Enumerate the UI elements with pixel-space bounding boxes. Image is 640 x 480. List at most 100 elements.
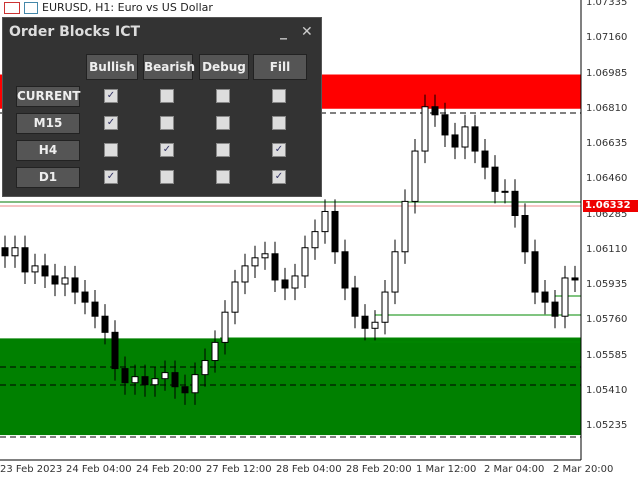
candle-body [431,106,439,116]
candle-body [501,190,509,193]
column-button-bullish[interactable]: Bullish [86,54,138,80]
candle-body [121,368,129,384]
candle-body [141,376,149,386]
close-button[interactable]: ✕ [301,24,313,40]
panel-title: Order Blocks ICT [9,24,141,40]
timeframe-button-h4[interactable]: H4 [16,140,80,161]
candle-body [371,321,379,329]
candle-body [191,374,199,394]
checkbox-d1-fill[interactable]: ✓ [272,170,286,184]
candle-body [421,106,429,152]
candle-body [161,372,169,380]
timeframe-button-current[interactable]: CURRENT [16,86,80,107]
panel-title-bar[interactable]: Order Blocks ICT _ ✕ [3,18,321,44]
candle-body [451,134,459,148]
candle-body [231,281,239,313]
y-tick-label: 1.07160 [586,32,628,44]
candle-body [241,265,249,283]
checkbox-d1-bullish[interactable]: ✓ [104,170,118,184]
symbol-label: EURUSD, H1: Euro vs US Dollar [42,1,213,14]
x-tick-label: 1 Mar 12:00 [416,464,477,475]
candle-body [531,251,539,293]
candle-body [411,150,419,202]
y-tick-label: 1.06285 [586,208,628,220]
timeframe-button-d1[interactable]: D1 [16,167,80,188]
checkbox-h4-bearish[interactable]: ✓ [160,143,174,157]
checkbox-current-debug[interactable] [216,89,230,103]
candle-body [221,311,229,343]
chart-list-icon[interactable] [4,1,20,14]
x-tick-label: 2 Mar 04:00 [484,464,545,475]
candle-body [261,253,269,259]
candle-body [151,378,159,386]
x-tick-label: 27 Feb 12:00 [206,464,272,475]
x-tick-label: 23 Feb 2023 [0,464,63,475]
x-tick-label: 24 Feb 04:00 [66,464,132,475]
candle-body [361,315,369,329]
column-button-fill[interactable]: Fill [253,54,307,80]
candle-body [561,277,569,317]
column-button-bearish[interactable]: Bearish [143,54,195,80]
candle-body [391,251,399,293]
x-tick-label: 24 Feb 20:00 [136,464,202,475]
x-tick-label: 28 Feb 20:00 [346,464,412,475]
candle-body [381,291,389,323]
candle-body [551,301,559,317]
checkbox-d1-debug[interactable] [216,170,230,184]
checkbox-m15-fill[interactable] [272,116,286,130]
candle-body [131,376,139,384]
candle-body [291,275,299,289]
candle-body [111,331,119,370]
bullish-order-block [0,338,581,436]
checkbox-h4-bullish[interactable] [104,143,118,157]
candle-body [571,277,579,281]
candle-body [331,210,339,253]
current-price-label: 1.06332 [583,200,638,212]
candle-body [441,114,449,136]
candle-body [171,372,179,388]
y-tick-label: 1.06985 [586,67,628,79]
candle-body [351,287,359,317]
checkbox-m15-debug[interactable] [216,116,230,130]
checkbox-current-bullish[interactable]: ✓ [104,89,118,103]
column-button-debug[interactable]: Debug [199,54,249,80]
timeframe-button-m15[interactable]: M15 [16,113,80,134]
y-tick-label: 1.06810 [586,102,628,114]
y-tick-label: 1.06635 [586,138,628,149]
minimize-button[interactable]: _ [280,24,287,40]
candle-body [491,166,499,192]
candle-body [281,279,289,289]
chart-template-icon[interactable] [24,1,38,14]
checkbox-h4-debug[interactable] [216,143,230,157]
y-tick-label: 1.05760 [586,314,628,326]
checkbox-current-fill[interactable] [272,89,286,103]
candle-body [81,291,89,303]
checkbox-d1-bearish[interactable] [160,170,174,184]
candle-body [521,215,529,253]
candle-body [181,386,189,394]
candle-body [271,253,279,281]
y-tick-label: 1.05410 [586,384,628,396]
checkbox-m15-bullish[interactable]: ✓ [104,116,118,130]
candle-body [251,257,259,267]
y-tick-label: 1.06460 [586,173,628,185]
checkbox-m15-bearish[interactable] [160,116,174,130]
candle-body [51,275,59,285]
candle-body [301,247,309,277]
y-tick-label: 1.05585 [586,349,628,361]
candle-body [461,126,469,148]
candle-body [201,360,209,376]
y-tick-label: 1.07335 [586,0,628,8]
checkbox-h4-fill[interactable]: ✓ [272,143,286,157]
candle-body [321,210,329,233]
order-blocks-panel: Order Blocks ICT _ ✕ Bullish Bearish Debug… [2,17,322,197]
candle-body [41,265,49,277]
candle-body [481,150,489,168]
checkbox-current-bearish[interactable] [160,89,174,103]
candle-body [21,247,29,273]
candle-body [1,247,9,257]
candle-body [31,265,39,273]
candle-body [211,341,219,362]
candle-body [61,277,69,285]
